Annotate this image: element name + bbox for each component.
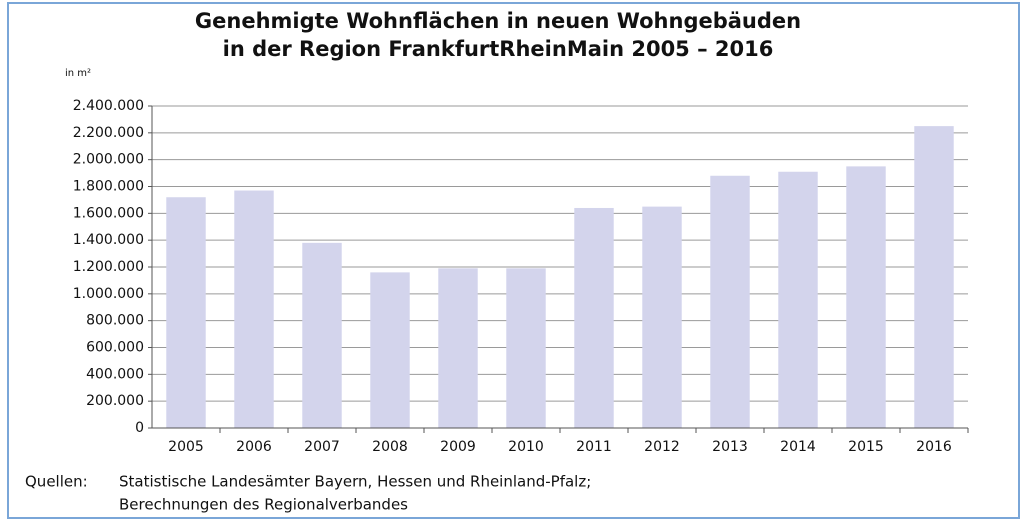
x-tick-label: 2013 xyxy=(712,439,748,455)
bar xyxy=(234,190,274,428)
y-tick-label: 600.000 xyxy=(86,340,144,356)
bar xyxy=(302,242,342,428)
y-tick-label: 200.000 xyxy=(86,393,144,409)
x-tick-label: 2012 xyxy=(644,439,680,455)
source: Berechnungen des Regionalverbandes xyxy=(119,496,408,514)
y-tick-label: 2.000.000 xyxy=(73,152,144,168)
x-tick-label: 2008 xyxy=(372,439,408,455)
y-tick-label: 1.400.000 xyxy=(73,232,144,248)
x-tick-label: 2010 xyxy=(508,439,544,455)
chart-title: in der Region FrankfurtRheinMain 2005 – … xyxy=(223,37,774,61)
y-tick-label: 1.200.000 xyxy=(73,259,144,275)
x-tick-label: 2005 xyxy=(168,439,204,455)
source: Statistische Landesämter Bayern, Hessen … xyxy=(119,473,591,491)
chart-title: Genehmigte Wohnflächen in neuen Wohngebä… xyxy=(195,9,801,33)
bar xyxy=(846,166,886,428)
x-tick-label: 2011 xyxy=(576,439,612,455)
x-tick-label: 2015 xyxy=(848,439,884,455)
bar xyxy=(438,268,478,428)
x-tick-label: 2009 xyxy=(440,439,476,455)
bar xyxy=(778,171,818,428)
y-tick-label: 400.000 xyxy=(86,366,144,382)
source-label: Quellen: xyxy=(25,473,88,491)
x-tick-label: 2014 xyxy=(780,439,816,455)
y-tick-label: 1.000.000 xyxy=(73,286,144,302)
bar xyxy=(642,206,682,428)
y-axis-label: in m² xyxy=(65,68,91,79)
bar xyxy=(710,175,750,428)
y-tick-label: 1.800.000 xyxy=(73,179,144,195)
bar xyxy=(370,272,410,428)
bar xyxy=(914,126,954,428)
bar xyxy=(166,197,206,428)
x-tick-label: 2016 xyxy=(916,439,952,455)
y-tick-label: 1.600.000 xyxy=(73,205,144,221)
bar xyxy=(506,268,546,428)
y-tick-label: 800.000 xyxy=(86,313,144,329)
y-tick-label: 0 xyxy=(135,420,144,436)
y-tick-label: 2.400.000 xyxy=(73,98,144,114)
x-tick-label: 2007 xyxy=(304,439,340,455)
bar xyxy=(574,207,614,428)
x-tick-label: 2006 xyxy=(236,439,272,455)
y-tick-label: 2.200.000 xyxy=(73,125,144,141)
